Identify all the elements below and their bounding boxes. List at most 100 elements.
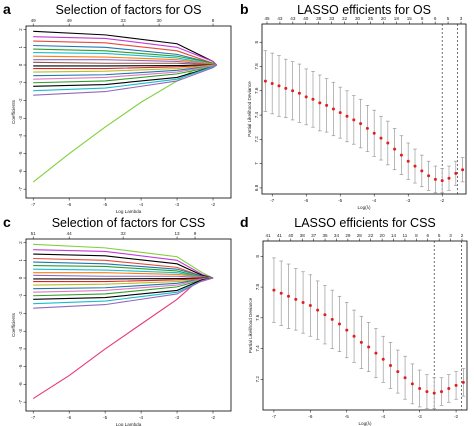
plot-frame <box>25 25 232 199</box>
chart-c: c Selection of factors for CSS -7 -6 -5 -4 -3 -… <box>3 214 232 426</box>
deviance-point <box>403 376 407 380</box>
deviance-point <box>461 168 465 172</box>
y-tick-label: 7 <box>254 162 259 165</box>
coefficient-path-17 <box>33 277 214 300</box>
panel-a: a Selection of factors for OS -7 -6 -5 -4 -3 -2… <box>0 0 237 214</box>
deviance-point <box>325 103 329 107</box>
top-tick-label: 35 <box>322 233 328 238</box>
y-tick-label: -4 <box>18 133 23 138</box>
y-axis-label: Coefficients <box>11 312 16 337</box>
y-tick-label: 8 <box>254 40 259 43</box>
coefficient-path-12 <box>33 64 217 70</box>
coefficient-path-15 <box>33 277 214 293</box>
y-tick-label: 1 <box>18 259 23 262</box>
coefficient-path-11 <box>33 64 217 67</box>
plot-frame <box>262 240 468 411</box>
top-tick-label: 40 <box>288 233 294 238</box>
coefficient-path-19 <box>33 277 214 309</box>
top-tick-label: 25 <box>368 16 374 21</box>
top-tick-label: 38 <box>300 233 306 238</box>
x-tick-label: -7 <box>31 415 36 420</box>
top-tick-label: 30 <box>157 18 163 23</box>
deviance-point <box>311 97 315 101</box>
panel-d: d LASSO efficients for CSS -7 -6 -5 -4 -3 -2 7.2… <box>237 213 474 426</box>
panel-letter: d <box>240 214 249 230</box>
x-tick-label: -5 <box>338 198 343 203</box>
y-tick-label: 7.2 <box>254 136 259 143</box>
top-tick-label: 43 <box>277 16 283 21</box>
x-tick-label: -7 <box>270 198 275 203</box>
top-tick-label: 40 <box>303 16 309 21</box>
top-tick-label: 8 <box>421 16 424 21</box>
x-tick-label: -2 <box>211 415 216 420</box>
top-tick-label: 28 <box>357 233 363 238</box>
y-tick-label: 1 <box>18 46 23 49</box>
deviance-point <box>284 86 288 90</box>
panel-title: Selection of factors for CSS <box>52 216 206 230</box>
top-tick-label: 32 <box>121 231 127 236</box>
panel-title: Selection of factors for OS <box>56 3 202 17</box>
top-tick-label: 18 <box>394 16 400 21</box>
top-tick-label: 43 <box>290 16 296 21</box>
y-tick-label: 2 <box>18 241 23 244</box>
deviance-point <box>440 179 444 183</box>
y-tick-label: -1 <box>18 80 23 85</box>
deviance-point <box>318 101 322 105</box>
coefficient-path-9 <box>33 272 214 279</box>
deviance-point <box>372 131 376 135</box>
y-axis-label: Partial Likelihood Deviance <box>248 297 253 353</box>
deviance-point <box>410 382 414 386</box>
y-tick-label: -4 <box>18 346 23 351</box>
y-tick-label: -6 <box>18 382 23 387</box>
deviance-point <box>413 164 417 168</box>
deviance-point <box>272 288 276 292</box>
y-tick-label: 6.8 <box>254 184 259 191</box>
deviance-point <box>386 141 390 145</box>
deviance-point <box>440 390 443 394</box>
top-tick-label: 5 <box>447 16 450 21</box>
x-axis-label: Log(λ) <box>357 205 370 210</box>
panel-c: c Selection of factors for CSS -7 -6 -5 -4 -3 -… <box>0 213 237 426</box>
deviance-point <box>331 107 335 111</box>
y-tick-label: -3 <box>18 116 23 121</box>
deviance-point <box>301 300 305 304</box>
deviance-point <box>367 345 371 349</box>
y-tick-label: -7 <box>18 187 23 192</box>
cv-deviance-points <box>272 257 466 409</box>
y-tick-label: 7.2 <box>255 376 260 383</box>
panel-b: b LASSO efficients for OS -7 -6 -5 -4 -3 -2 6.8 7… <box>237 0 474 213</box>
deviance-point <box>381 357 385 361</box>
deviance-point <box>447 386 451 390</box>
y-tick-label: 0 <box>18 63 23 66</box>
deviance-point <box>277 84 281 88</box>
coefficient-path-10 <box>33 61 217 66</box>
x-tick-label: -3 <box>406 198 411 203</box>
x-tick-label: -6 <box>67 202 72 207</box>
top-tick-label: 33 <box>329 16 335 21</box>
x-tick-label: -4 <box>139 202 144 207</box>
top-tick-label: 29 <box>345 233 351 238</box>
y-tick-label: -1 <box>18 293 23 298</box>
deviance-point <box>379 136 383 140</box>
deviance-point <box>399 153 403 157</box>
y-tick-label: -5 <box>18 151 23 156</box>
top-tick-label: 34 <box>334 233 340 238</box>
deviance-point <box>279 291 283 295</box>
top-tick-label: 2 <box>461 233 464 238</box>
panel-title: LASSO efficients for OS <box>297 3 431 17</box>
x-tick-label: -6 <box>67 415 72 420</box>
top-tick-label: 8 <box>415 233 418 238</box>
top-tick-label: 14 <box>391 233 397 238</box>
y-tick-label: -2 <box>18 98 23 103</box>
deviance-point <box>374 351 378 355</box>
y-axis-label: Coefficients <box>11 99 16 124</box>
top-tick-label: 41 <box>265 233 271 238</box>
deviance-point <box>316 308 320 312</box>
top-tick-label: 3 <box>460 16 463 21</box>
deviance-point <box>454 171 458 175</box>
coefficient-paths <box>32 243 214 400</box>
deviance-point <box>427 174 431 178</box>
coefficient-path-3 <box>33 36 217 66</box>
coefficient-path-3 <box>33 249 214 279</box>
deviance-point <box>447 176 451 180</box>
